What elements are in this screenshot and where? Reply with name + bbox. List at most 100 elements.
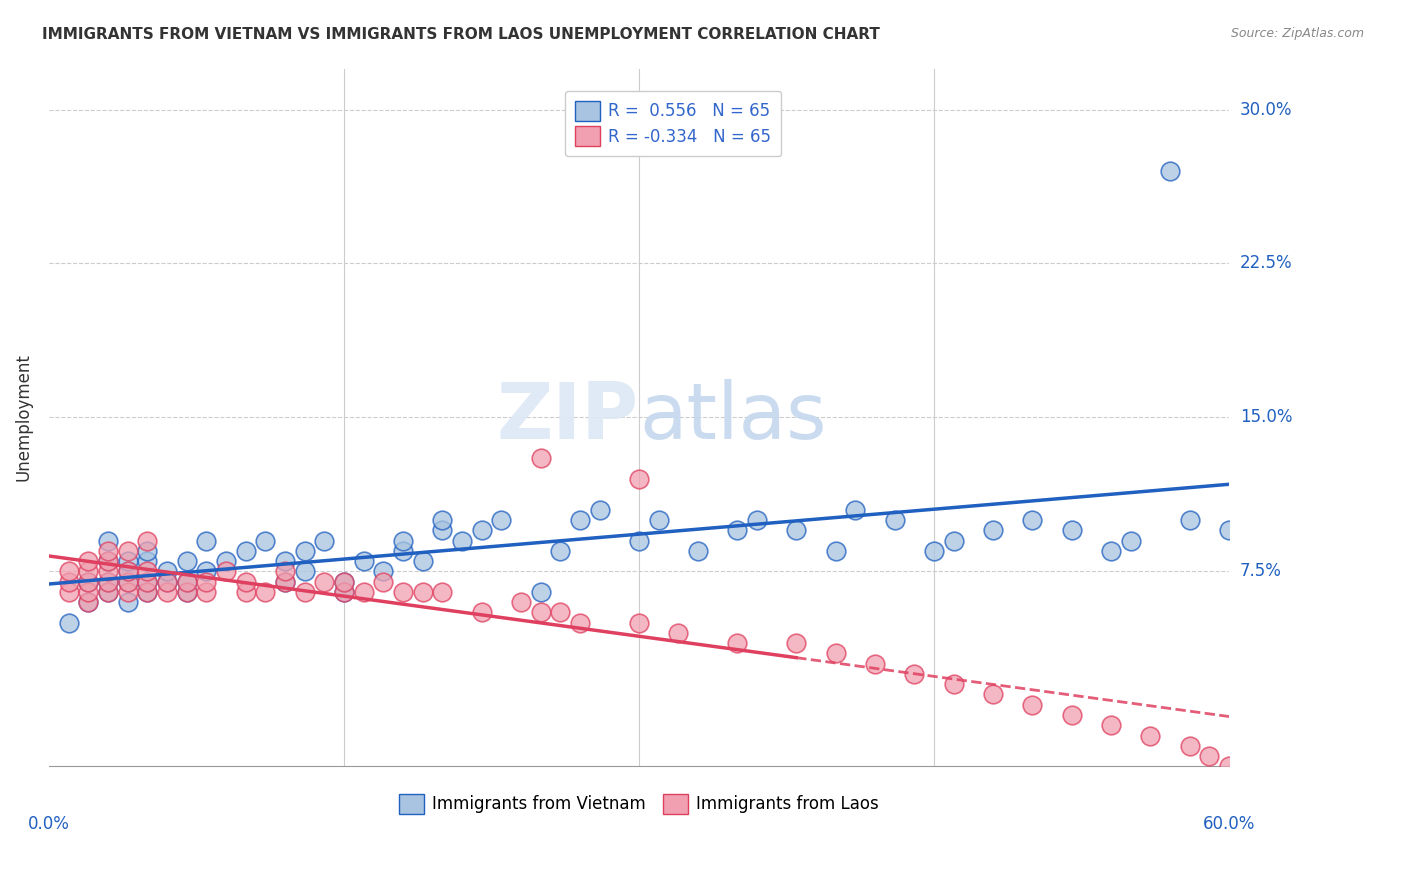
- Point: [353, 585, 375, 599]
- Point: [136, 585, 159, 599]
- Point: [58, 574, 80, 589]
- Point: [294, 565, 316, 579]
- Point: [1119, 533, 1142, 548]
- Point: [785, 636, 807, 650]
- Point: [568, 513, 591, 527]
- Point: [588, 502, 610, 516]
- Point: [844, 502, 866, 516]
- Point: [529, 585, 551, 599]
- Point: [1021, 513, 1043, 527]
- Point: [1021, 698, 1043, 712]
- Point: [725, 636, 748, 650]
- Point: [373, 574, 395, 589]
- Point: [491, 513, 513, 527]
- Point: [215, 565, 238, 579]
- Point: [981, 524, 1004, 538]
- Point: [333, 574, 356, 589]
- Point: [156, 565, 179, 579]
- Point: [254, 533, 277, 548]
- Point: [136, 574, 159, 589]
- Point: [432, 585, 454, 599]
- Point: [77, 585, 100, 599]
- Text: 7.5%: 7.5%: [1240, 562, 1282, 581]
- Point: [1198, 749, 1220, 764]
- Point: [471, 524, 494, 538]
- Point: [666, 626, 689, 640]
- Point: [97, 574, 120, 589]
- Point: [97, 574, 120, 589]
- Text: ZIP: ZIP: [496, 379, 638, 456]
- Point: [97, 585, 120, 599]
- Point: [274, 565, 297, 579]
- Point: [176, 574, 198, 589]
- Point: [235, 585, 257, 599]
- Text: atlas: atlas: [638, 379, 827, 456]
- Text: 22.5%: 22.5%: [1240, 254, 1292, 272]
- Point: [392, 544, 415, 558]
- Point: [1178, 739, 1201, 753]
- Point: [117, 585, 139, 599]
- Point: [77, 565, 100, 579]
- Point: [548, 544, 571, 558]
- Point: [195, 585, 218, 599]
- Point: [1099, 544, 1122, 558]
- Point: [1060, 708, 1083, 723]
- Point: [195, 574, 218, 589]
- Point: [824, 647, 846, 661]
- Point: [97, 554, 120, 568]
- Point: [627, 472, 650, 486]
- Point: [77, 595, 100, 609]
- Point: [136, 585, 159, 599]
- Point: [136, 544, 159, 558]
- Point: [432, 513, 454, 527]
- Point: [922, 544, 945, 558]
- Point: [156, 574, 179, 589]
- Point: [412, 585, 434, 599]
- Point: [1139, 729, 1161, 743]
- Point: [1218, 759, 1240, 773]
- Point: [883, 513, 905, 527]
- Point: [745, 513, 768, 527]
- Point: [529, 606, 551, 620]
- Point: [863, 657, 886, 671]
- Point: [824, 544, 846, 558]
- Point: [176, 585, 198, 599]
- Point: [176, 574, 198, 589]
- Point: [353, 554, 375, 568]
- Point: [529, 451, 551, 466]
- Point: [903, 667, 925, 681]
- Text: 60.0%: 60.0%: [1202, 815, 1256, 833]
- Text: Source: ZipAtlas.com: Source: ZipAtlas.com: [1230, 27, 1364, 40]
- Point: [136, 533, 159, 548]
- Point: [274, 554, 297, 568]
- Point: [97, 554, 120, 568]
- Point: [627, 615, 650, 630]
- Point: [77, 595, 100, 609]
- Point: [333, 574, 356, 589]
- Point: [136, 565, 159, 579]
- Point: [77, 574, 100, 589]
- Point: [58, 585, 80, 599]
- Point: [195, 565, 218, 579]
- Point: [1178, 513, 1201, 527]
- Point: [294, 544, 316, 558]
- Point: [176, 554, 198, 568]
- Point: [314, 574, 336, 589]
- Point: [97, 585, 120, 599]
- Point: [548, 606, 571, 620]
- Point: [451, 533, 474, 548]
- Point: [1159, 164, 1181, 178]
- Point: [97, 544, 120, 558]
- Point: [412, 554, 434, 568]
- Point: [156, 585, 179, 599]
- Point: [136, 554, 159, 568]
- Legend: Immigrants from Vietnam, Immigrants from Laos: Immigrants from Vietnam, Immigrants from…: [392, 787, 886, 821]
- Point: [97, 533, 120, 548]
- Point: [333, 585, 356, 599]
- Point: [58, 565, 80, 579]
- Point: [235, 544, 257, 558]
- Point: [627, 533, 650, 548]
- Point: [117, 565, 139, 579]
- Point: [176, 585, 198, 599]
- Point: [77, 554, 100, 568]
